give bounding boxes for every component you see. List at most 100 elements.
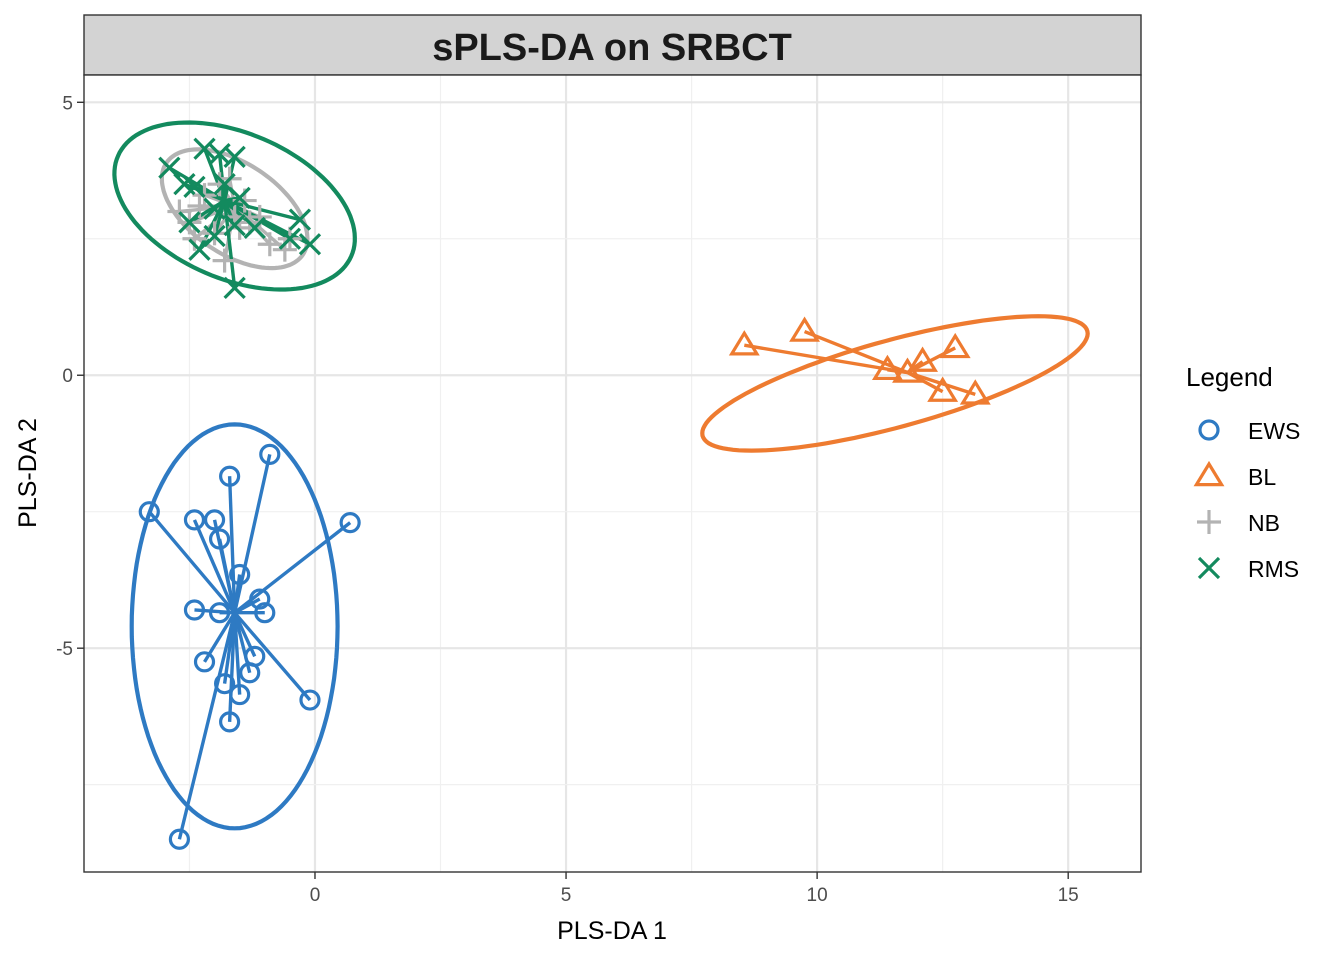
point-rms xyxy=(203,197,226,220)
spoke-rms xyxy=(224,198,301,222)
spoke-bl xyxy=(803,329,909,375)
point-nb xyxy=(167,199,192,224)
legend-label-rms: RMS xyxy=(1248,556,1299,582)
ellipse-bl xyxy=(700,314,1090,453)
x-tick-label: 0 xyxy=(310,885,321,906)
point-rms xyxy=(228,186,251,209)
point-nb xyxy=(207,172,232,197)
marker-circle xyxy=(138,501,160,523)
point-rms xyxy=(288,208,312,231)
point-bl xyxy=(939,332,971,359)
marker-x-b xyxy=(178,211,201,234)
marker-circle xyxy=(1198,419,1220,441)
spoke-ews xyxy=(227,476,237,613)
marker-circle xyxy=(193,651,216,673)
marker-x-b xyxy=(213,173,236,196)
legend-items: EWS BL NB RMS xyxy=(1193,418,1300,582)
marker-circle xyxy=(208,602,231,624)
marker-circle xyxy=(208,528,231,550)
spoke-ews xyxy=(192,519,237,614)
point-bl xyxy=(927,376,959,402)
legend-swatch-ews xyxy=(1198,419,1220,441)
point-rms xyxy=(183,175,206,199)
point-ews xyxy=(254,602,276,624)
x-tick-label: 5 xyxy=(561,885,572,906)
marker-triangle xyxy=(871,354,903,381)
point-ews xyxy=(138,501,160,523)
legend-label-bl: BL xyxy=(1248,464,1276,490)
point-nb xyxy=(257,232,282,257)
marker-circle xyxy=(213,673,236,695)
spoke-ews xyxy=(227,612,237,722)
spoke-ews xyxy=(147,510,236,614)
spoke-rms xyxy=(212,200,227,237)
marker-circle xyxy=(183,599,206,621)
spoke-rms xyxy=(223,199,311,246)
chart-title: sPLS-DA on SRBCT xyxy=(432,27,792,69)
point-rms xyxy=(243,216,266,239)
marker-circle xyxy=(299,689,321,711)
legend-swatch-bl xyxy=(1193,460,1225,487)
x-axis-title: PLS-DA 1 xyxy=(557,917,667,945)
x-tick-label: 10 xyxy=(807,885,828,906)
y-tick-label: 5 xyxy=(62,93,73,114)
marker-circle xyxy=(259,443,281,465)
marker-x-b xyxy=(278,227,302,250)
point-rms xyxy=(178,211,201,234)
marker-x-b xyxy=(193,137,216,160)
marker-triangle xyxy=(939,332,971,359)
legend-item-ews: EWS xyxy=(1198,418,1300,444)
marker-x-b xyxy=(243,216,266,239)
point-ews xyxy=(183,509,206,531)
marker-circle xyxy=(219,711,241,733)
point-bl xyxy=(871,354,903,381)
marker-circle xyxy=(219,465,241,487)
spoke-rms xyxy=(223,199,237,226)
marker-x-b xyxy=(173,173,196,196)
spoke-bl xyxy=(887,368,908,375)
title-strip xyxy=(83,14,1142,76)
point-rms xyxy=(223,145,246,169)
spoke-ews xyxy=(233,521,352,615)
ellipse-ews xyxy=(129,422,340,831)
legend-item-rms: RMS xyxy=(1197,556,1299,582)
y-tick-label: -5 xyxy=(56,639,73,660)
legend-title: Legend xyxy=(1186,362,1273,392)
point-bl xyxy=(728,330,760,356)
point-ews xyxy=(239,662,261,684)
marker-circle xyxy=(229,563,251,586)
point-ews xyxy=(299,689,321,711)
marker-x-b xyxy=(288,208,312,231)
marker-x-b xyxy=(223,276,246,300)
legend-swatch-nb xyxy=(1197,510,1221,534)
point-ews xyxy=(229,683,251,706)
legend: Legend EWS BL NB RMS xyxy=(1186,362,1300,582)
y-axis: 5 0 -5 xyxy=(56,93,84,660)
marker-x-b xyxy=(1197,556,1221,580)
marker-circle xyxy=(249,588,271,610)
point-ews xyxy=(168,828,191,850)
marker-triangle xyxy=(789,316,821,342)
legend-item-nb: NB xyxy=(1197,510,1280,536)
point-ews xyxy=(219,711,241,733)
marker-circle xyxy=(203,509,226,531)
spoke-ews xyxy=(233,611,312,702)
point-ews xyxy=(229,563,251,586)
point-rms xyxy=(223,213,246,237)
point-ews xyxy=(203,509,226,531)
panel-border xyxy=(83,74,1142,873)
marker-x-b xyxy=(203,197,226,220)
marker-triangle xyxy=(927,376,959,402)
point-rms xyxy=(223,276,246,300)
point-ews xyxy=(339,512,361,534)
marker-triangle xyxy=(1193,460,1225,487)
marker-circle xyxy=(229,683,251,706)
marker-x-b xyxy=(228,186,251,209)
marker-circle xyxy=(339,512,361,534)
spoke-ews xyxy=(217,538,237,614)
point-ews xyxy=(193,651,216,673)
point-ews xyxy=(259,443,281,465)
spoke-ews xyxy=(177,612,237,840)
marker-x-b xyxy=(223,145,246,169)
